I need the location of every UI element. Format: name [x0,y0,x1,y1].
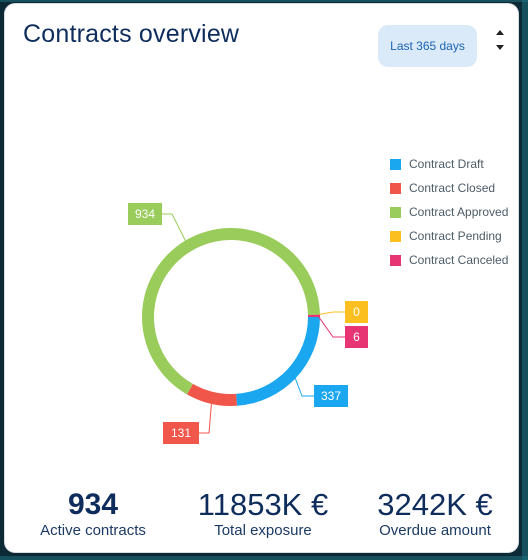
card-title: Contracts overview [23,20,240,48]
leader-line [162,213,187,243]
stat-total-exposure: 11853K € Total exposure [183,488,343,540]
contracts-overview-card: Contracts overview Last 365 days 337 131 9… [5,4,518,552]
chevron-up-icon[interactable] [496,30,504,35]
data-label: 934 [135,207,155,221]
legend-swatch [390,254,401,266]
legend-item[interactable]: Contract Approved [390,200,508,224]
range-stepper[interactable] [493,30,507,62]
data-label: 6 [353,330,360,344]
donut-slice[interactable] [236,317,320,406]
stat-label: Total exposure [214,522,312,539]
chevron-down-icon[interactable] [496,45,504,50]
legend-item[interactable]: Contract Pending [390,224,508,248]
data-label-box [345,301,368,323]
legend-swatch [390,158,401,170]
legend-swatch [390,230,401,242]
data-label: 131 [171,426,191,440]
stat-active-contracts: 934 Active contracts [23,488,163,540]
data-label: 337 [321,389,341,403]
stat-label: Active contracts [40,522,146,539]
legend-label: Contract Canceled [409,253,509,267]
legend-label: Contract Draft [409,157,484,171]
donut-slice[interactable] [186,383,237,406]
data-label-box [163,422,199,444]
legend-item[interactable]: Contract Canceled [390,248,508,272]
legend-label: Contract Closed [409,181,496,195]
donut-chart: 337 131 934 0 6 [128,203,368,444]
legend-swatch [390,206,401,218]
data-label-box [128,203,162,225]
stat-value: 11853K € [197,487,329,522]
chart-legend: Contract Draft Contract Closed Contract Ap… [390,152,508,272]
stat-label: Overdue amount [379,522,491,539]
donut-slice[interactable] [307,314,320,317]
legend-item[interactable]: Contract Draft [390,152,508,176]
data-label-box [345,326,368,348]
legend-swatch [390,182,401,194]
data-label-box [314,385,348,407]
legend-item[interactable]: Contract Closed [390,176,508,200]
stat-value: 934 [67,488,119,521]
stat-value: 3242K € [377,487,493,522]
leader-line [317,311,345,316]
stat-overdue-amount: 3242K € Overdue amount [360,488,510,540]
leader-line [294,376,314,397]
leader-line [317,315,345,338]
stats-row: 934 Active contracts 11853K € Total expo… [5,488,518,548]
legend-label: Contract Pending [409,229,502,243]
date-range-button[interactable]: Last 365 days [378,25,477,67]
data-label: 0 [353,305,360,319]
leader-line [199,401,213,434]
legend-label: Contract Approved [409,205,509,219]
